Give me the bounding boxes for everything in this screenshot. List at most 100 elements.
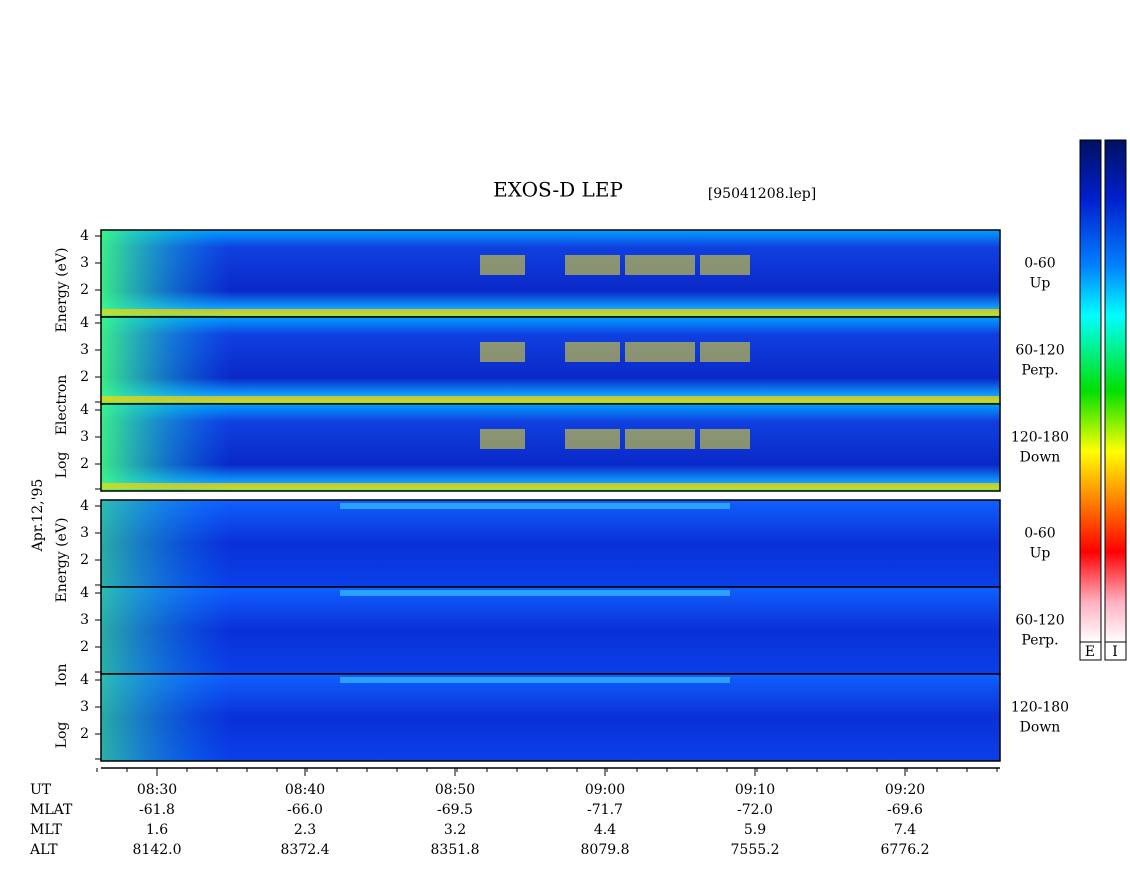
- y-tick-label: 2: [80, 456, 89, 472]
- y-tick-label: 2: [80, 552, 89, 568]
- direction: Up: [1030, 276, 1051, 292]
- spectrogram: [101, 674, 1000, 761]
- pitch-angle: 120-180: [1011, 430, 1069, 446]
- spectrogram: [101, 230, 1000, 317]
- y-tick-label: 2: [80, 639, 89, 655]
- y-tick-label: 3: [80, 525, 89, 541]
- colorbar-label: I: [1112, 644, 1118, 660]
- row-value: 09:20: [885, 782, 925, 798]
- flux-band: [340, 590, 730, 596]
- row-value: 09:10: [735, 782, 775, 798]
- row-value: 3.2: [444, 822, 466, 838]
- row-value: 7555.2: [731, 842, 780, 858]
- flux-patch: [565, 255, 620, 275]
- row-value: 8372.4: [281, 842, 330, 858]
- colorbar: [1104, 139, 1127, 643]
- row-value: 1.6: [146, 822, 168, 838]
- row-value: 4.4: [594, 822, 616, 838]
- row-label: UT: [30, 782, 52, 798]
- panel-frame: [100, 673, 1001, 762]
- flux-band: [101, 483, 1000, 489]
- axis-label: Ion: [54, 664, 70, 687]
- row-value: -71.7: [587, 802, 623, 818]
- pitch-angle: 120-180: [1011, 700, 1069, 716]
- spectrogram-edge: [101, 587, 231, 674]
- flux-patch: [625, 429, 695, 449]
- row-label: MLAT: [30, 802, 73, 818]
- y-tick-label: 2: [80, 282, 89, 298]
- file-name: [95041208.lep]: [708, 186, 816, 202]
- row-value: 6776.2: [881, 842, 930, 858]
- spectrogram-edge: [101, 404, 231, 491]
- row-value: -69.5: [437, 802, 473, 818]
- direction: Down: [1020, 450, 1061, 466]
- direction: Down: [1020, 720, 1061, 736]
- colorbar: [1079, 139, 1102, 643]
- y-tick-label: 3: [80, 255, 89, 271]
- y-tick-label: 3: [80, 429, 89, 445]
- y-tick-label: 4: [80, 672, 89, 688]
- flux-patch: [700, 255, 750, 275]
- colorbar-label: E: [1085, 644, 1095, 660]
- flux-patch: [480, 255, 525, 275]
- y-tick-label: 4: [80, 315, 89, 331]
- spectrogram: [101, 317, 1000, 404]
- flux-patch: [565, 429, 620, 449]
- flux-band: [340, 677, 730, 683]
- y-tick-label: 2: [80, 726, 89, 742]
- row-value: -61.8: [139, 802, 175, 818]
- row-value: -72.0: [737, 802, 773, 818]
- row-value: 8142.0: [133, 842, 182, 858]
- flux-patch: [700, 429, 750, 449]
- spectrogram-edge: [101, 317, 231, 404]
- flux-patch: [480, 429, 525, 449]
- direction: Perp.: [1021, 363, 1058, 379]
- y-tick-label: 4: [80, 228, 89, 244]
- spectrogram: [101, 404, 1000, 491]
- row-value: 09:00: [585, 782, 625, 798]
- spectrogram: [101, 587, 1000, 674]
- axis-label: Electron: [54, 375, 70, 436]
- axis-label: Log: [54, 722, 70, 749]
- row-value: 7.4: [894, 822, 916, 838]
- flux-patch: [625, 255, 695, 275]
- y-tick-label: 4: [80, 402, 89, 418]
- y-tick-label: 3: [80, 612, 89, 628]
- flux-patch: [565, 342, 620, 362]
- axis-label: Log: [54, 452, 70, 479]
- y-tick-label: 2: [80, 369, 89, 385]
- flux-band: [101, 309, 1000, 315]
- pitch-angle: 60-120: [1015, 343, 1064, 359]
- direction: Up: [1030, 546, 1051, 562]
- y-tick-label: 4: [80, 585, 89, 601]
- direction: Perp.: [1021, 633, 1058, 649]
- row-value: 8351.8: [431, 842, 480, 858]
- pitch-angle: 0-60: [1024, 526, 1055, 542]
- axis-label: Energy (eV): [54, 248, 70, 333]
- flux-band: [340, 503, 730, 509]
- y-tick-label: 4: [80, 498, 89, 514]
- title: EXOS-D LEP: [493, 178, 623, 202]
- row-value: 5.9: [744, 822, 766, 838]
- y-tick-label: 3: [80, 699, 89, 715]
- panel-frame: [100, 403, 1001, 492]
- flux-patch: [700, 342, 750, 362]
- row-value: 2.3: [294, 822, 316, 838]
- row-label: ALT: [29, 842, 58, 858]
- spectrogram-edge: [101, 230, 231, 317]
- flux-patch: [625, 342, 695, 362]
- y-tick-label: 3: [80, 342, 89, 358]
- pitch-angle: 60-120: [1015, 613, 1064, 629]
- flux-patch: [480, 342, 525, 362]
- colorbar-box: [1104, 641, 1127, 661]
- date: Apr.12,'95: [30, 479, 46, 553]
- row-value: 08:30: [137, 782, 177, 798]
- axis-label: Energy (eV): [54, 518, 70, 603]
- spectrogram: [101, 500, 1000, 587]
- row-value: -66.0: [287, 802, 323, 818]
- row-value: 08:50: [435, 782, 475, 798]
- row-label: MLT: [30, 822, 62, 838]
- spectrogram-edge: [101, 500, 231, 587]
- row-value: -69.6: [887, 802, 923, 818]
